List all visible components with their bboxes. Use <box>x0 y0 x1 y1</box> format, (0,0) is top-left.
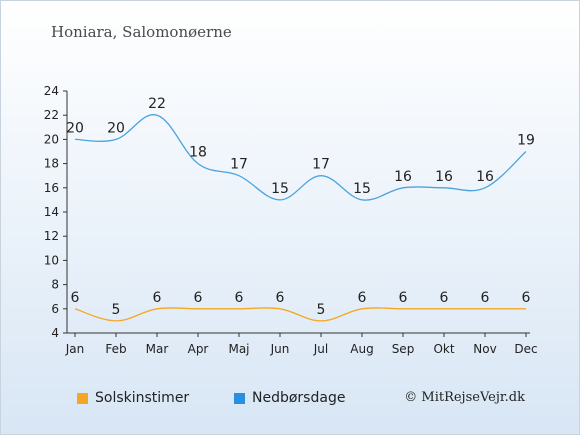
x-tick-label: Aug <box>350 342 373 356</box>
legend-label-sunshine: Solskinstimer <box>95 390 190 406</box>
data-label: 15 <box>271 181 289 197</box>
data-label: 6 <box>235 290 244 306</box>
data-label: 6 <box>276 290 285 306</box>
data-label: 16 <box>476 169 494 185</box>
data-label: 5 <box>112 302 121 318</box>
y-tick-label: 16 <box>44 181 59 195</box>
legend-swatch-sunshine <box>77 392 88 404</box>
data-label: 17 <box>230 157 248 173</box>
x-tick-label: Jan <box>65 342 85 356</box>
x-tick-label: Nov <box>473 342 496 356</box>
y-tick-label: 24 <box>44 84 59 98</box>
data-label: 6 <box>153 290 162 306</box>
legend-item-rain-days: Nedbørsdage <box>234 390 345 406</box>
series-line-sunshine <box>74 307 526 322</box>
legend-label-rain-days: Nedbørsdage <box>252 390 346 406</box>
data-label: 16 <box>394 169 412 185</box>
series-line-rain-days <box>74 114 527 201</box>
x-tick-label: Feb <box>105 342 126 356</box>
data-label: 20 <box>66 120 84 136</box>
y-tick-label: 8 <box>51 278 59 292</box>
data-label: 6 <box>358 290 367 306</box>
x-tick-label: Apr <box>188 342 209 356</box>
x-tick-label: Jun <box>270 342 290 356</box>
data-label: 6 <box>194 290 203 306</box>
x-tick-label: Okt <box>433 342 454 356</box>
data-label: 15 <box>353 181 371 197</box>
data-label: 5 <box>317 302 326 318</box>
data-label: 18 <box>189 145 207 161</box>
y-tick-label: 14 <box>44 205 59 219</box>
data-label: 20 <box>107 120 125 136</box>
x-tick-label: Dec <box>514 342 537 356</box>
y-tick-label: 10 <box>44 253 59 267</box>
data-label: 6 <box>440 290 449 306</box>
data-label: 16 <box>435 169 453 185</box>
x-tick-label: Jul <box>313 342 328 356</box>
data-label: 22 <box>148 96 166 112</box>
legend-item-sunshine: Solskinstimer <box>77 390 189 406</box>
credit-text: © MitRejseVejr.dk <box>404 390 525 405</box>
y-tick-label: 20 <box>44 132 59 146</box>
y-tick-label: 4 <box>51 326 59 340</box>
y-tick-label: 12 <box>44 229 59 243</box>
data-label: 6 <box>399 290 408 306</box>
data-label: 19 <box>517 133 535 149</box>
chart-title: Honiara, Salomonøerne <box>51 23 232 41</box>
data-label: 17 <box>312 157 330 173</box>
y-tick-label: 22 <box>44 108 59 122</box>
legend-swatch-rain-days <box>234 392 245 404</box>
y-tick-label: 6 <box>51 302 59 316</box>
x-tick-label: Sep <box>392 342 415 356</box>
y-tick-label: 18 <box>44 157 59 171</box>
x-tick-label: Maj <box>228 342 249 356</box>
data-label: 6 <box>522 290 531 306</box>
x-tick-label: Mar <box>146 342 169 356</box>
data-label: 6 <box>481 290 490 306</box>
data-label: 6 <box>71 290 80 306</box>
